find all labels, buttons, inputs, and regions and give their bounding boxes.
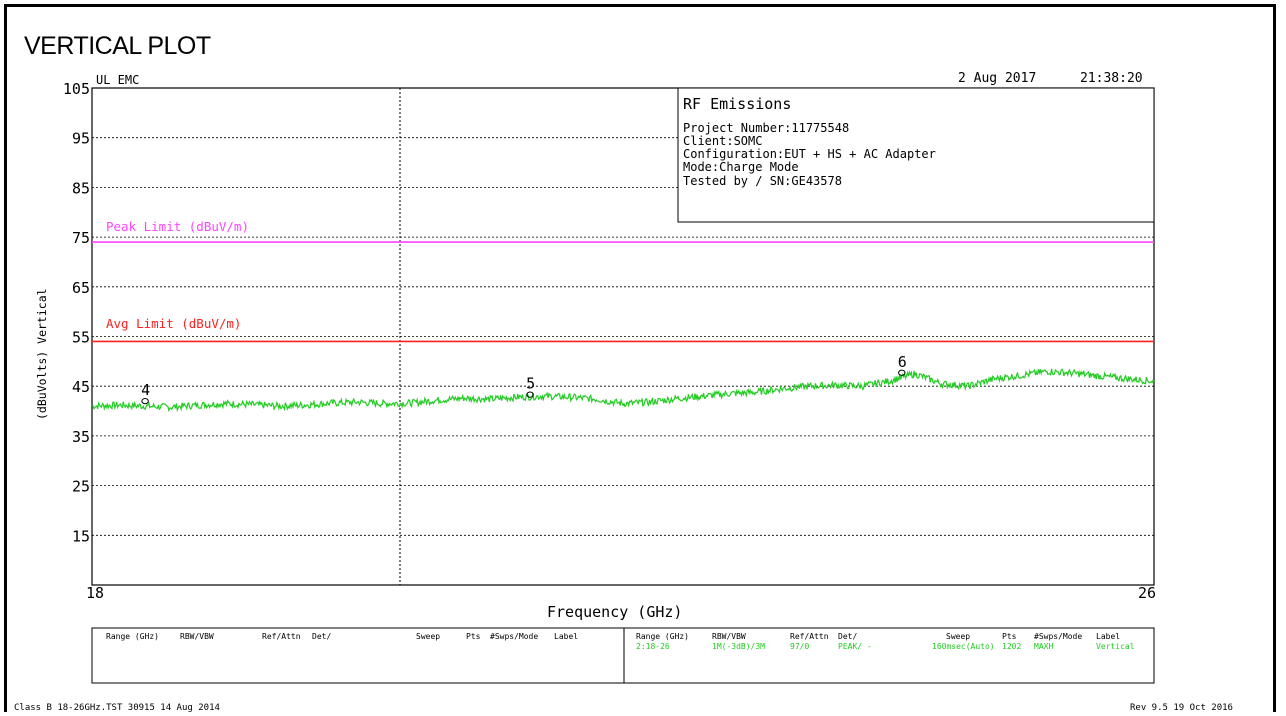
peak-limit-label: Peak Limit (dBuV/m) [106,219,249,234]
table-value-rbw: 1M(-3dB)/3M [712,642,765,651]
trace-markers: 4 5 6 [141,353,907,405]
trace-marker [526,391,534,398]
table-header-range-2: Range (GHz) [636,632,689,641]
x-axis-label: Frequency (GHz) [547,603,682,621]
outer-frame [4,4,1276,712]
x-tick-label-end: 26 [1138,584,1156,602]
settings-table-right: Range (GHz) RBW/VBW Ref/Attn Det/ Sweep … [636,632,1135,651]
lab-name: UL EMC [96,73,139,87]
footer-revision: Rev 9.5 19 Oct 2016 [1130,703,1233,713]
table-value-sweep: 160msec(Auto) [932,642,995,651]
table-header-sweep: Sweep [416,632,440,641]
footer-test-file: Class B 18-26GHz.TST 30915 14 Aug 2014 [14,703,220,713]
limit-lines [92,241,1154,343]
table-header-ref-2: Ref/Attn [790,632,829,641]
table-header-rbw: RBW/VBW [180,632,214,641]
y-axis-label: (dBuVolts) Vertical [35,288,49,420]
table-header-rbw-2: RBW/VBW [712,632,746,641]
trace-marker [141,398,149,405]
y-tick-label: 75 [72,229,90,247]
y-tick-label: 105 [63,80,90,98]
table-value-label: Vertical [1096,642,1135,651]
table-header-det: Det/ [312,632,331,641]
y-tick-label: 45 [72,378,90,396]
info-box [677,87,1155,223]
settings-table [91,627,1155,684]
trace-marker-label: 5 [526,375,535,393]
plot-date: 2 Aug 2017 [958,71,1036,86]
y-tick-labels: 105 95 85 75 65 55 45 35 25 15 [63,80,90,545]
avg-limit-label: Avg Limit (dBuV/m) [106,316,241,331]
table-value-range: 2:18-26 [636,642,670,651]
table-header-label-2: Label [1096,632,1120,641]
table-header-sweep-2: Sweep [946,632,970,641]
trace-marker [898,369,906,376]
plot-time: 21:38:20 [1080,71,1143,86]
page-title: VERTICAL PLOT [24,32,211,60]
table-header-swps: #Swps/Mode [490,632,538,641]
table-value-ref: 97/0 [790,642,809,651]
table-header-label: Label [554,632,578,641]
info-line-mode: Mode:Charge Mode [683,160,799,174]
settings-table-left: Range (GHz) RBW/VBW Ref/Attn Det/ Sweep … [106,632,578,641]
trace-marker-label: 4 [141,381,150,399]
info-line-client: Client:SOMC [683,134,762,148]
table-header-pts: Pts [466,632,481,641]
y-tick-label: 95 [72,130,90,148]
info-box-title: RF Emissions [683,95,791,113]
x-tick-label-start: 18 [86,584,104,602]
info-line-configuration: Configuration:EUT + HS + AC Adapter [683,147,936,161]
table-header-det-2: Det/ [838,632,857,641]
table-value-swps: MAXH [1034,642,1053,651]
table-header-pts-2: Pts [1002,632,1017,641]
y-tick-label: 15 [72,527,90,545]
table-value-pts: 1202 [1002,642,1021,651]
y-tick-label: 65 [72,279,90,297]
trace-marker-label: 6 [898,353,907,371]
y-tick-label: 55 [72,329,90,347]
table-header-range: Range (GHz) [106,632,159,641]
table-header-swps-2: #Swps/Mode [1034,632,1082,641]
y-tick-label: 25 [72,478,90,496]
y-tick-label: 35 [72,428,90,446]
info-line-tested-by: Tested by / SN:GE43578 [683,174,842,188]
table-header-ref: Ref/Attn [262,632,301,641]
y-tick-label: 85 [72,179,90,197]
table-value-det: PEAK/ - [838,642,872,651]
info-line-project: Project Number:11775548 [683,121,849,135]
emissions-trace [91,368,1155,413]
